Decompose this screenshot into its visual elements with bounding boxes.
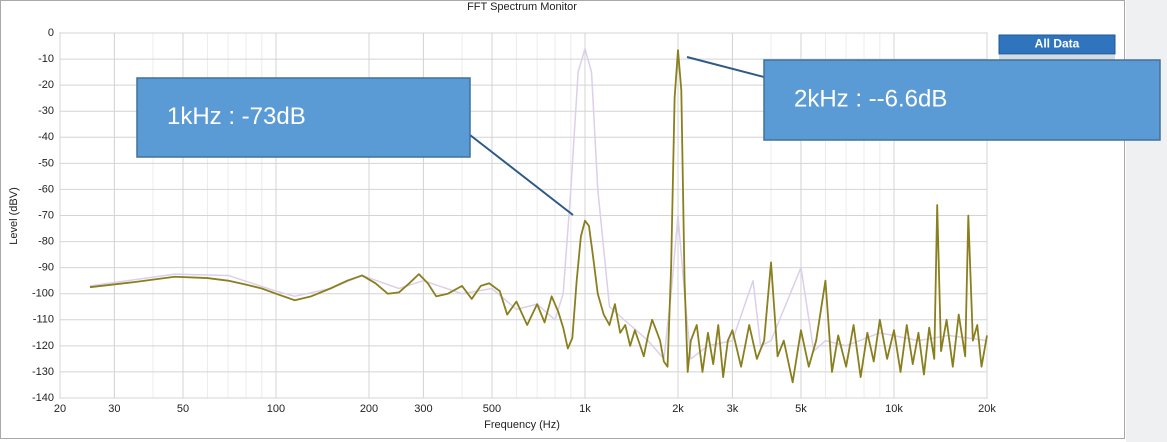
- y-tick-label: -140: [32, 392, 54, 404]
- spectrum-line: [89, 49, 988, 384]
- y-tick-label: -110: [33, 314, 54, 326]
- chart-title: FFT Spectrum Monitor: [467, 1, 577, 13]
- y-tick-label: -20: [38, 79, 54, 91]
- x-tick-label: 2k: [672, 403, 684, 415]
- callout-line: [686, 56, 765, 78]
- x-tick-label: 3k: [727, 403, 739, 415]
- callout-line: [469, 134, 574, 216]
- x-tick-label: 1k: [579, 403, 591, 415]
- x-axis-label: Frequency (Hz): [484, 419, 560, 431]
- y-tick-label: -10: [38, 53, 54, 65]
- callout-box: [763, 59, 1161, 141]
- x-tick-label: 100: [267, 403, 285, 415]
- x-tick-label: 50: [177, 403, 189, 415]
- x-tick-label: 20k: [978, 403, 996, 415]
- y-tick-label: -40: [38, 131, 54, 143]
- y-tick-label: -90: [38, 262, 54, 274]
- button-shadow: [999, 55, 1115, 61]
- annotations: 1kHz : -73dB 2kHz : --6.6dB: [136, 56, 1161, 216]
- y-tick-label: -120: [32, 340, 54, 352]
- y-tick-label: -130: [32, 366, 54, 378]
- y-tick-label: -70: [38, 209, 54, 221]
- y-tick-label: -50: [38, 157, 54, 169]
- y-tick-label: -100: [32, 288, 54, 300]
- y-tick-label: -80: [38, 235, 54, 247]
- x-tick-label: 30: [108, 403, 120, 415]
- y-tick-label: -30: [38, 105, 54, 117]
- y-axis-label: Level (dBV): [8, 187, 20, 244]
- x-tick-label: 5k: [795, 403, 807, 415]
- y-tick-label: -60: [38, 183, 54, 195]
- callout-text: 1kHz : -73dB: [167, 103, 306, 130]
- spectrum-line: [89, 47, 988, 360]
- x-tick-label: 200: [360, 403, 378, 415]
- callout-box: [136, 77, 471, 158]
- x-tick-label: 300: [414, 403, 432, 415]
- button-label[interactable]: All Data: [1035, 37, 1080, 51]
- x-tick-label: 500: [483, 403, 501, 415]
- y-tick-label: 0: [48, 27, 54, 39]
- x-tick-label: 20: [54, 403, 66, 415]
- callout-text: 2kHz : --6.6dB: [794, 85, 947, 112]
- all-data-button[interactable]: [998, 34, 1116, 55]
- x-tick-label: 10k: [885, 403, 903, 415]
